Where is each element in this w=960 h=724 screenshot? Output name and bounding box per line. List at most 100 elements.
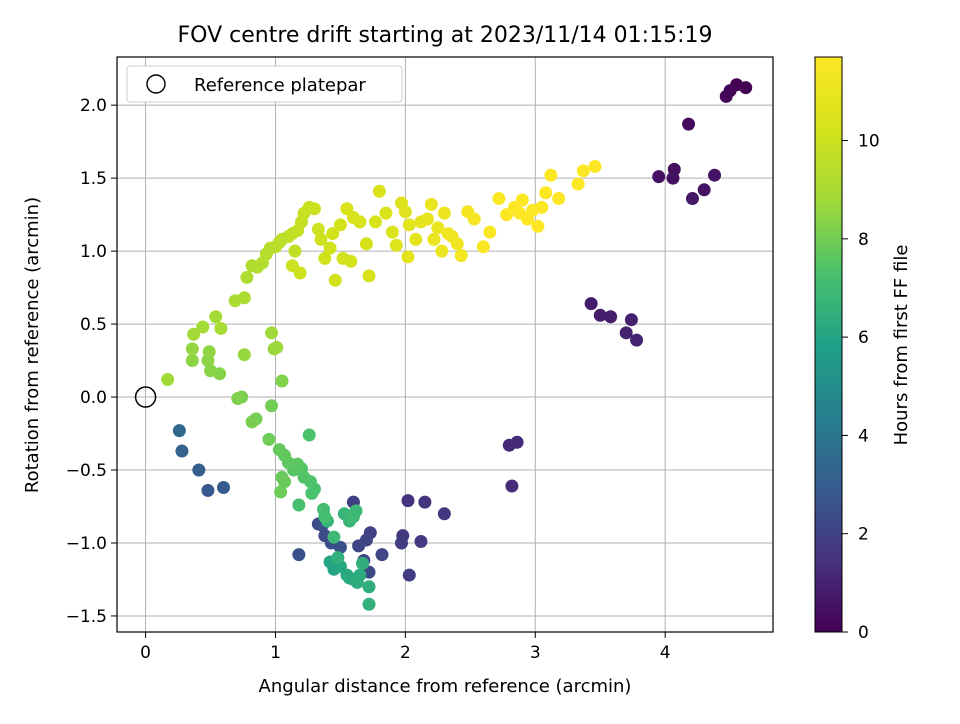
data-point	[437, 206, 451, 220]
data-point	[505, 479, 519, 493]
data-point	[356, 556, 370, 570]
y-tick-label: 0.5	[80, 315, 107, 335]
data-point	[172, 424, 186, 438]
colorbar-tick-label: 6	[858, 328, 869, 348]
data-point	[420, 212, 434, 226]
data-point	[544, 168, 558, 182]
data-point	[652, 170, 666, 184]
data-point	[476, 240, 490, 254]
data-point	[288, 244, 302, 258]
data-point	[292, 548, 306, 562]
data-point	[314, 232, 328, 246]
y-tick-label: 1.0	[80, 242, 107, 262]
data-point	[402, 568, 416, 582]
x-axis-label: Angular distance from reference (arcmin)	[259, 676, 632, 697]
data-point	[398, 205, 412, 219]
data-point	[682, 117, 696, 131]
colorbar-label: Hours from first FF file	[891, 245, 912, 446]
data-point	[272, 443, 286, 457]
data-point	[302, 428, 316, 442]
data-point	[531, 219, 545, 233]
data-point	[187, 327, 201, 341]
data-point	[666, 171, 680, 185]
data-point	[346, 510, 360, 524]
x-tick-label: 1	[270, 643, 281, 663]
data-point	[588, 159, 602, 173]
data-point	[293, 266, 307, 280]
data-point	[385, 225, 399, 239]
data-point	[435, 244, 449, 258]
data-point	[708, 168, 722, 182]
data-point	[292, 498, 306, 512]
data-point	[427, 232, 441, 246]
data-point	[513, 206, 527, 220]
data-point	[375, 548, 389, 562]
data-point	[402, 218, 416, 232]
data-point	[214, 321, 228, 335]
data-point	[362, 597, 376, 611]
data-point	[414, 535, 428, 549]
data-point	[274, 485, 288, 499]
data-point	[201, 483, 215, 497]
y-tick-label: −1.5	[66, 607, 107, 627]
data-point	[418, 495, 432, 509]
legend-reference-marker	[146, 74, 166, 94]
data-point	[353, 215, 367, 229]
legend-label-reference: Reference platepar	[194, 75, 366, 96]
data-point	[237, 291, 251, 305]
data-point	[352, 539, 366, 553]
data-point	[584, 297, 598, 311]
x-tick-label: 0	[140, 643, 151, 663]
data-point	[619, 326, 633, 340]
data-point	[204, 364, 218, 378]
legend: Reference platepar	[126, 65, 403, 103]
data-point	[719, 89, 733, 103]
data-point	[202, 345, 216, 359]
data-point	[437, 507, 451, 521]
data-point	[362, 580, 376, 594]
x-tick-label: 4	[660, 643, 671, 663]
data-point	[379, 206, 393, 220]
data-point	[515, 193, 529, 207]
data-point	[394, 536, 408, 550]
colorbar-tick-label: 2	[858, 525, 869, 545]
data-point	[359, 237, 373, 251]
data-point	[409, 232, 423, 246]
data-point	[245, 415, 259, 429]
data-point	[307, 202, 321, 216]
data-point	[431, 221, 445, 235]
data-point	[275, 374, 289, 388]
colorbar-tick-label: 4	[858, 426, 869, 446]
data-point	[624, 313, 638, 327]
data-point	[539, 186, 553, 200]
data-point	[192, 463, 206, 477]
data-point	[467, 212, 481, 226]
data-point	[185, 342, 199, 356]
y-tick-label: 1.5	[80, 169, 107, 189]
data-point	[185, 354, 199, 368]
data-point	[362, 269, 376, 283]
colorbar: 0 2 4 6 8 10 Hours from first FF file	[814, 56, 912, 643]
colorbar-ticks: 0 2 4 6 8 10	[842, 132, 880, 643]
data-point	[161, 373, 175, 387]
data-point	[265, 399, 279, 413]
data-point	[262, 432, 276, 446]
data-point	[344, 254, 358, 268]
data-point	[278, 475, 292, 489]
data-point	[175, 444, 189, 458]
data-point	[424, 197, 438, 211]
data-point	[305, 486, 319, 500]
data-point	[209, 310, 223, 324]
data-point	[454, 248, 468, 262]
colorbar-tick-label: 10	[858, 132, 880, 152]
y-tick-label: −1.0	[66, 534, 107, 554]
data-point	[196, 320, 210, 334]
data-point	[552, 192, 566, 206]
data-point	[240, 270, 254, 284]
data-point	[389, 238, 403, 252]
y-axis-label: Rotation from reference (arcmin)	[22, 197, 43, 493]
chart-title: FOV centre drift starting at 2023/11/14 …	[178, 23, 713, 48]
data-point	[369, 215, 383, 229]
